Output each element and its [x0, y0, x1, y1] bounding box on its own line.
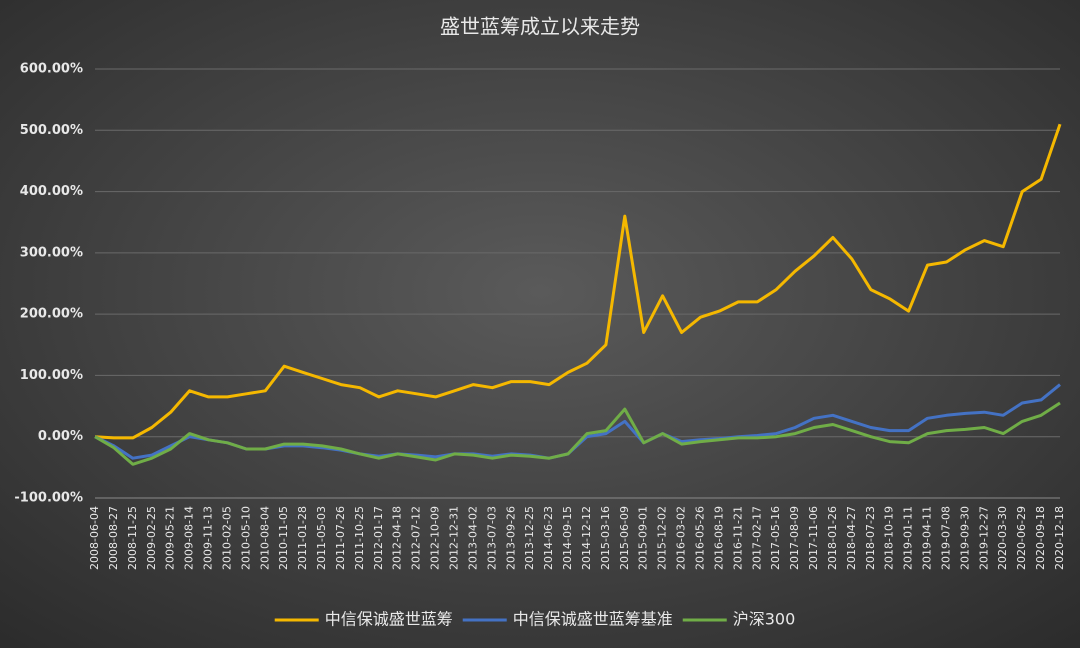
legend-label: 中信保诚盛世蓝筹: [325, 610, 453, 629]
x-tick-label: 2018-04-27: [845, 506, 858, 570]
y-tick-label: 500.00%: [20, 123, 83, 138]
x-tick-label: 2010-02-05: [220, 506, 233, 570]
x-tick-label: 2009-05-21: [164, 506, 177, 570]
x-tick-label: 2008-11-25: [126, 506, 139, 570]
x-tick-label: 2011-05-03: [315, 506, 328, 570]
x-tick-label: 2019-07-08: [939, 506, 952, 570]
x-tick-label: 2020-12-18: [1053, 506, 1066, 570]
x-tick-label: 2009-02-25: [145, 506, 158, 570]
x-tick-label: 2015-12-02: [656, 506, 669, 570]
y-tick-label: 300.00%: [20, 245, 83, 260]
x-tick-label: 2012-01-17: [372, 506, 385, 570]
x-tick-label: 2015-03-16: [599, 506, 612, 570]
x-tick-label: 2012-04-18: [391, 506, 404, 570]
x-tick-label: 2014-06-23: [542, 506, 555, 570]
x-tick-label: 2011-10-25: [353, 506, 366, 570]
x-tick-label: 2017-08-09: [788, 506, 801, 570]
x-tick-label: 2018-01-26: [826, 506, 839, 570]
x-tick-label: 2012-10-09: [429, 506, 442, 570]
x-tick-label: 2009-11-13: [202, 506, 215, 570]
x-tick-label: 2013-04-02: [466, 506, 479, 570]
line-series: [94, 123, 1062, 440]
x-tick-label: 2018-10-19: [883, 506, 896, 570]
x-tick-label: 2019-01-11: [902, 506, 915, 570]
x-tick-label: 2017-05-16: [769, 506, 782, 570]
y-tick-label: 400.00%: [20, 184, 83, 199]
x-tick-label: 2016-11-21: [731, 506, 744, 570]
x-tick-label: 2017-02-17: [750, 506, 763, 570]
legend-label: 中信保诚盛世蓝筹基准: [513, 610, 673, 629]
x-tick-label: 2010-08-04: [258, 506, 271, 570]
chart-title: 盛世蓝筹成立以来走势: [440, 15, 640, 39]
x-tick-label: 2010-05-10: [239, 506, 252, 570]
y-tick-label: 200.00%: [20, 307, 83, 322]
line-series: [94, 401, 1061, 466]
x-tick-label: 2013-07-03: [485, 506, 498, 570]
x-tick-label: 2008-08-27: [107, 506, 120, 570]
y-tick-label: -100.00%: [14, 491, 83, 506]
x-tick-label: 2017-11-06: [807, 506, 820, 570]
x-tick-label: 2019-04-11: [921, 506, 934, 570]
x-tick-label: 2016-08-19: [712, 506, 725, 570]
x-tick-label: 2012-12-31: [448, 506, 461, 570]
x-tick-label: 2013-09-26: [504, 506, 517, 570]
x-tick-label: 2018-07-23: [864, 506, 877, 570]
x-tick-label: 2011-07-26: [334, 506, 347, 570]
x-tick-label: 2016-05-26: [693, 506, 706, 570]
x-tick-label: 2009-08-14: [183, 506, 196, 570]
x-tick-label: 2011-01-28: [296, 506, 309, 570]
y-tick-label: 100.00%: [20, 368, 83, 383]
x-tick-label: 2016-03-02: [675, 506, 688, 570]
x-tick-label: 2015-06-09: [618, 506, 631, 570]
x-tick-label: 2020-03-30: [996, 506, 1009, 570]
x-tick-label: 2020-09-18: [1034, 506, 1047, 570]
x-tick-label: 2010-11-05: [277, 506, 290, 570]
x-tick-label: 2019-09-30: [958, 506, 971, 570]
x-tick-label: 2014-09-15: [561, 506, 574, 570]
y-tick-label: 600.00%: [20, 62, 83, 77]
x-tick-label: 2020-06-29: [1015, 506, 1028, 570]
x-tick-label: 2015-09-01: [637, 506, 650, 570]
x-tick-label: 2019-12-27: [977, 506, 990, 570]
legend-label: 沪深300: [733, 610, 796, 629]
x-tick-label: 2013-12-25: [523, 506, 536, 570]
x-tick-label: 2008-06-04: [88, 506, 101, 570]
y-tick-label: 0.00%: [38, 429, 83, 444]
x-tick-label: 2012-07-12: [410, 506, 423, 570]
legend: 中信保诚盛世蓝筹 中信保诚盛世蓝筹基准 沪深300: [274, 610, 796, 629]
x-tick-label: 2014-12-12: [580, 506, 593, 570]
